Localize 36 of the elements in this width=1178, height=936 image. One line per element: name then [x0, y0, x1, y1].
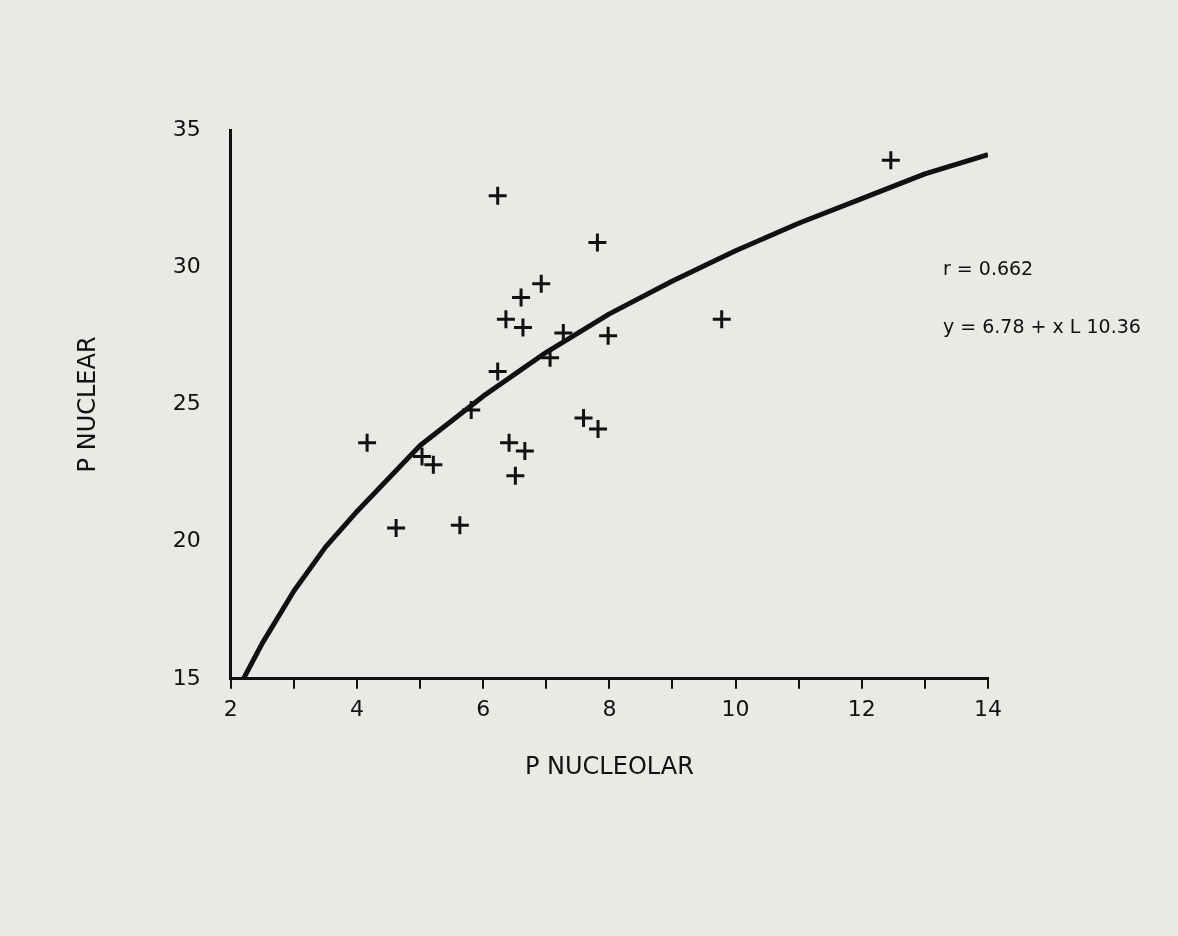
- x-tick-label: 4: [350, 695, 364, 721]
- y-tick-label: 15: [172, 664, 201, 690]
- point: [498, 432, 520, 454]
- point: [495, 308, 517, 330]
- x-tick-label: 12: [847, 695, 876, 721]
- x-tick-label: 8: [602, 695, 617, 721]
- y-tick-label: 30: [172, 252, 201, 278]
- x-tick-label: 14: [974, 695, 1002, 721]
- point: [460, 399, 482, 421]
- point: [449, 514, 471, 536]
- y-tick-label: 25: [172, 390, 201, 416]
- x-tick-label: 6: [476, 695, 491, 721]
- point: [504, 465, 526, 487]
- point: [711, 308, 733, 330]
- y-tick-label: 20: [172, 527, 201, 553]
- point: [487, 185, 509, 207]
- point: [586, 232, 608, 253]
- point: [512, 317, 534, 339]
- annotation: r = 0.662: [943, 256, 1034, 279]
- point: [514, 440, 536, 462]
- y-axis-title: P NUCLEAR: [72, 336, 101, 473]
- point: [597, 325, 619, 347]
- annotation: y = 6.78 + x L 10.36: [943, 314, 1141, 337]
- point: [587, 418, 609, 440]
- x-axis-title: P NUCLEOLAR: [524, 751, 694, 780]
- point: [530, 273, 552, 295]
- point: [573, 407, 595, 429]
- x-tick-label: 2: [223, 695, 238, 721]
- y-tick-label: 35: [172, 115, 201, 141]
- point: [510, 286, 532, 308]
- point: [356, 432, 378, 454]
- point: [385, 517, 407, 539]
- point: [880, 149, 902, 171]
- x-tick-label: 10: [721, 695, 750, 721]
- point: [487, 360, 509, 382]
- point: [552, 322, 574, 344]
